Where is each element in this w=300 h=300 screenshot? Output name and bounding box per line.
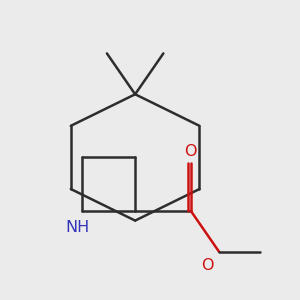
Text: O: O [201, 258, 213, 273]
Text: NH: NH [66, 220, 90, 235]
Text: O: O [184, 144, 197, 159]
